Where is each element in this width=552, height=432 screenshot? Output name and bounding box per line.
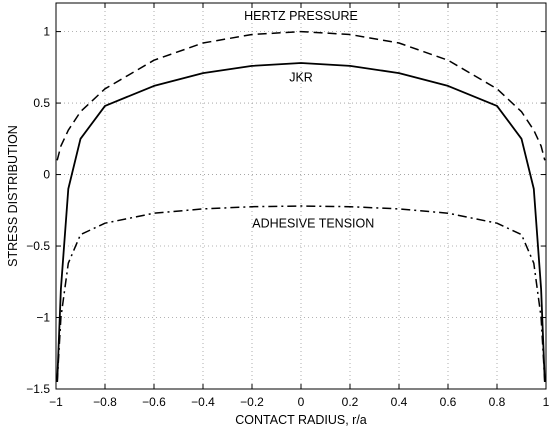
y-tick-label: −1	[36, 311, 50, 325]
x-tick-label: −0.8	[93, 395, 117, 409]
y-axis-title: STRESS DISTRIBUTION	[6, 125, 20, 267]
y-tick-label: 0	[43, 168, 50, 182]
annotations: HERTZ PRESSURE JKR ADHESIVE TENSION	[244, 9, 374, 230]
y-tick-label: −0.5	[26, 239, 50, 253]
series-annotation: ADHESIVE TENSION	[252, 216, 374, 230]
x-tick-label: 0.8	[489, 395, 506, 409]
x-tick-label: 0.6	[440, 395, 457, 409]
x-tick-label: −0.6	[142, 395, 166, 409]
x-tick-label: −0.2	[240, 395, 264, 409]
x-tick-label: −0.4	[191, 395, 215, 409]
series-annotation: JKR	[289, 71, 313, 85]
series-group	[56, 30, 546, 382]
adhesive-tension-line	[56, 205, 546, 382]
y-tick-label: −1.5	[26, 382, 50, 396]
jkr-line	[56, 62, 546, 382]
axis-ticks: −1 −0.8 −0.6 −0.4 −0.2 0 0.2 0.4 0.6 0.8 1−1.5−1−0…	[26, 3, 550, 409]
y-tick-label: 1	[43, 25, 50, 39]
x-tick-label: 0.4	[391, 395, 408, 409]
x-axis-title: CONTACT RADIUS, r/a	[235, 413, 367, 427]
x-tick-label: 1	[543, 395, 550, 409]
grid-lines	[55, 3, 547, 390]
x-tick-label: 0.2	[342, 395, 359, 409]
x-tick-label: −1	[49, 395, 63, 409]
hertz-pressure-line	[56, 30, 546, 161]
x-tick-label: 0	[298, 395, 305, 409]
y-tick-label: 0.5	[33, 96, 50, 110]
series-annotation: HERTZ PRESSURE	[244, 9, 358, 23]
